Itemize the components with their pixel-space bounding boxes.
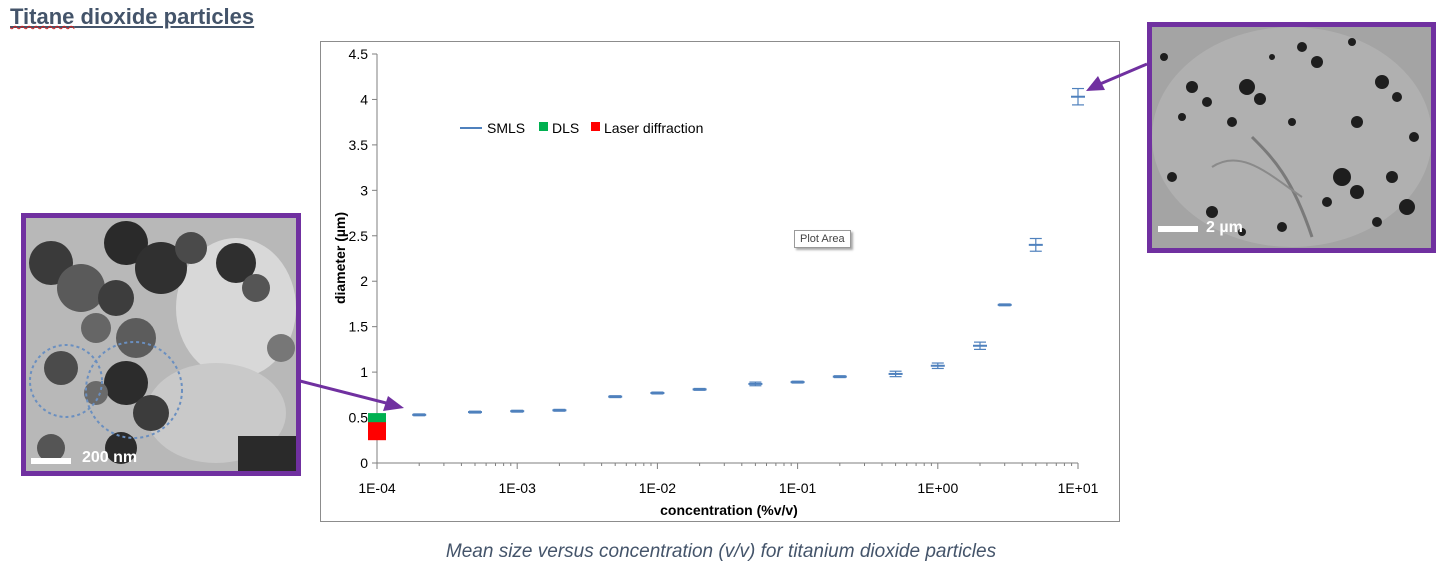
y-axis-label: diameter (µm)	[332, 212, 348, 304]
plot-area-tooltip: Plot Area	[794, 230, 851, 248]
chart-marks	[368, 87, 1085, 441]
legend-dls-text: DLS	[552, 120, 579, 136]
x-tick-label: 1E-02	[639, 480, 677, 496]
legend-laser-diffraction-text: Laser diffraction	[604, 120, 703, 136]
legend-smls-text: SMLS	[487, 120, 525, 136]
sem-micrograph-right	[1152, 27, 1431, 248]
y-tick-label: 2.5	[349, 228, 369, 244]
x-tick-label: 1E-03	[499, 480, 537, 496]
legend-laser-diffraction-swatch	[591, 122, 600, 131]
y-tick-label: 4.5	[349, 46, 369, 62]
page-title: Titane dioxide particles	[10, 4, 254, 30]
arrow-left-line	[299, 379, 391, 406]
y-tick-label: 0.5	[349, 410, 369, 426]
title-word-2: dioxide particles	[80, 4, 255, 29]
x-tick-label: 1E+01	[1058, 480, 1099, 496]
x-tick-label: 1E+00	[917, 480, 958, 496]
tem-micrograph-left	[26, 218, 296, 471]
legend-dls-swatch	[539, 122, 548, 131]
x-axis-label: concentration (%v/v)	[660, 502, 798, 518]
y-tick-label: 3	[360, 182, 368, 198]
arrow-left-head	[383, 396, 404, 411]
y-tick-label: 3.5	[349, 137, 369, 153]
arrow-right-line	[1099, 62, 1148, 86]
x-axis: 1E-04 1E-03 1E-02 1E-01 1E+00 1E+01	[358, 462, 1099, 496]
scale-label-left: 200 nm	[82, 449, 138, 466]
y-tick-label: 1.5	[349, 319, 369, 335]
title-word-1: Titane	[10, 4, 75, 29]
y-tick-label: 2	[360, 273, 368, 289]
y-tick-label: 0	[360, 455, 368, 471]
x-tick-label: 1E-04	[358, 480, 396, 496]
laser-diffraction-point	[368, 422, 386, 441]
figure-caption: Mean size versus concentration (v/v) for…	[445, 541, 997, 562]
arrow-right-head	[1086, 76, 1105, 91]
y-axis: 0 0.5 1 1.5 2 2.5 3 3.5 4 4.5	[349, 46, 378, 471]
legend: SMLS DLS Laser diffraction	[460, 120, 703, 136]
sem-image-right: 2 µm	[1147, 22, 1436, 253]
x-tick-label: 1E-01	[779, 480, 817, 496]
y-tick-label: 1	[360, 364, 368, 380]
chart-frame[interactable]	[320, 41, 1120, 522]
y-tick-label: 4	[360, 91, 368, 107]
scale-label-right: 2 µm	[1206, 219, 1243, 236]
tem-image-left: 200 nm	[21, 213, 301, 476]
